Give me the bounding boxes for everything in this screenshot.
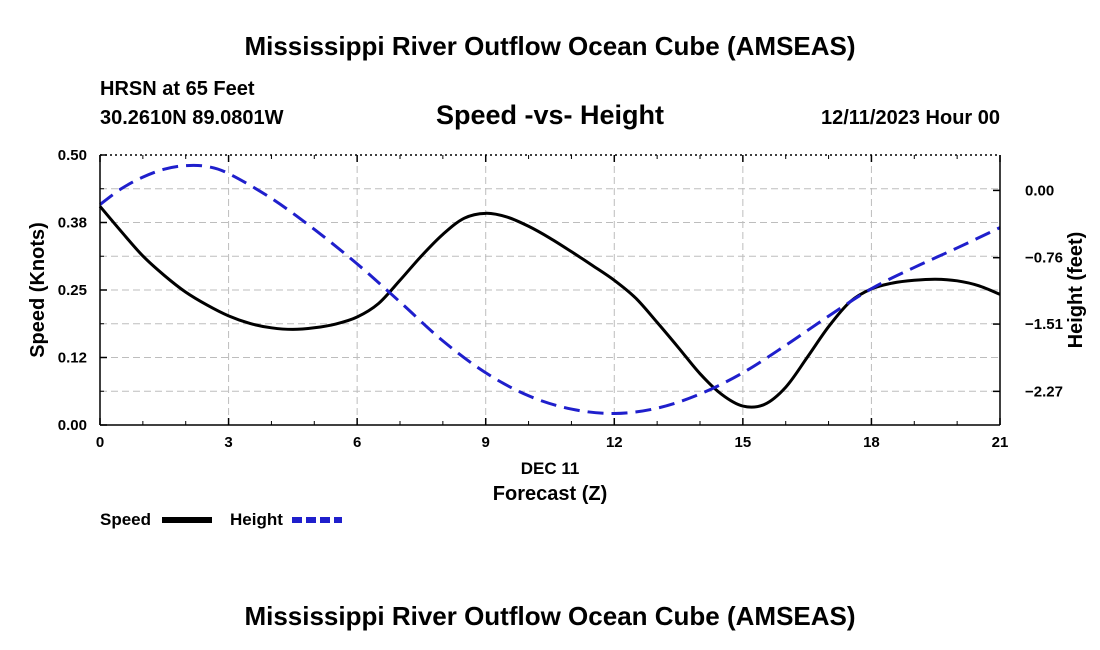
- y2-tick-label: 0.00: [1025, 182, 1054, 199]
- y-tick-label: 0.25: [58, 282, 87, 299]
- station-label: HRSN at 65 Feet: [100, 78, 255, 100]
- y2-tick-label: −2.27: [1025, 383, 1063, 400]
- legend-height-label: Height: [230, 510, 283, 529]
- x-tick-label: 18: [863, 434, 880, 451]
- y-tick-label: 0.12: [58, 350, 87, 367]
- series-speed-line: [98, 205, 1001, 409]
- axis-ticks: 0 3 6 9 12 15 18 21 0.00 0.12 0.25 0.38 0.50 0.00 −0.7…: [58, 147, 1063, 451]
- plot-frame: [99, 154, 1001, 426]
- x-tick-label: 0: [96, 434, 104, 451]
- x-tick-label: 12: [606, 434, 623, 451]
- legend-speed-label: Speed: [100, 510, 151, 529]
- series-height-line: [99, 163, 1001, 415]
- y-tick-label: 0.38: [58, 215, 87, 232]
- x-tick-label: 9: [482, 434, 490, 451]
- y2-tick-label: −0.76: [1025, 250, 1063, 267]
- y-tick-label: 0.50: [58, 147, 87, 164]
- y-tick-label: 0.00: [58, 417, 87, 434]
- grid: [100, 155, 1000, 425]
- x-axis-sublabel: DEC 11: [521, 459, 580, 478]
- x-tick-label: 6: [353, 434, 361, 451]
- chart-title: Mississippi River Outflow Ocean Cube (AM…: [244, 31, 855, 61]
- y2-axis-label: Height (feet): [1065, 232, 1087, 349]
- x-tick-label: 21: [992, 434, 1009, 451]
- y-axis-label: Speed (Knots): [27, 222, 49, 358]
- x-tick-label: 3: [224, 434, 232, 451]
- chart-subtitle: Speed -vs- Height: [436, 100, 664, 130]
- x-axis-label: Forecast (Z): [493, 483, 607, 505]
- x-tick-label: 15: [735, 434, 752, 451]
- datetime-label: 12/11/2023 Hour 00: [821, 107, 1000, 129]
- coords-label: 30.2610N 89.0801W: [100, 107, 284, 129]
- footer-title: Mississippi River Outflow Ocean Cube (AM…: [244, 601, 855, 631]
- series-layer: [98, 163, 1001, 415]
- y2-tick-label: −1.51: [1025, 316, 1063, 333]
